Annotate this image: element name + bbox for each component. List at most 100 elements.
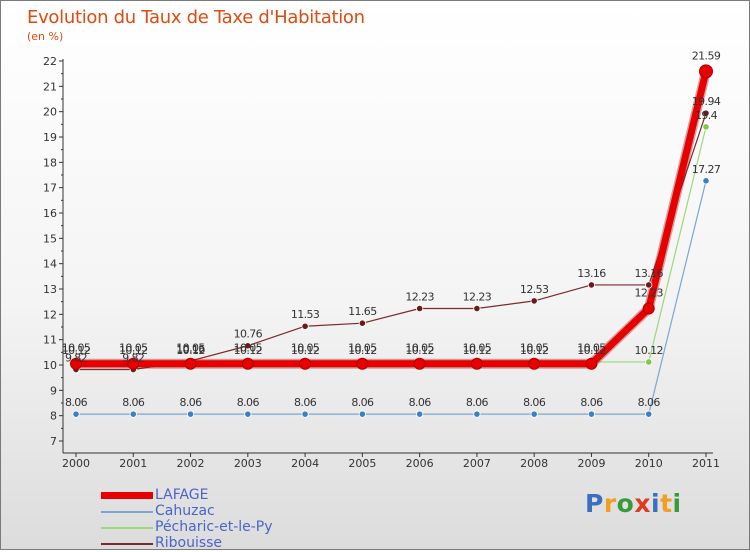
data-label-cahuzac: 8.06 <box>237 396 260 409</box>
data-point-ribouisse <box>473 304 481 313</box>
y-tick-label: 8 <box>50 410 57 423</box>
data-label-cahuzac: 8.06 <box>523 396 546 409</box>
y-tick-label: 7 <box>50 435 57 448</box>
series-lines <box>71 66 711 415</box>
x-tick-label: 2010 <box>635 457 663 470</box>
data-point-p-charic-et-le-py <box>702 123 710 131</box>
data-point-ribouisse <box>358 319 366 327</box>
legend-swatch-pecharic <box>101 527 153 529</box>
data-label-ribouisse: 12.23 <box>463 291 492 304</box>
y-tick-label: 10 <box>43 359 57 372</box>
data-label-p-charic-et-le-py: 10.12 <box>62 344 91 357</box>
data-point-ribouisse <box>244 342 252 350</box>
data-point-ribouisse <box>587 281 596 289</box>
y-tick-label: 18 <box>43 156 57 169</box>
data-label-lafage: 10.05 <box>405 342 434 355</box>
data-label-cahuzac: 8.06 <box>466 396 489 409</box>
data-label-ribouisse: 11.65 <box>348 305 377 318</box>
proxiti-logo: Proxiti <box>585 489 682 518</box>
data-label-p-charic-et-le-py: 10.12 <box>520 344 549 357</box>
legend-label: Cahuzac <box>155 503 215 519</box>
data-point-lafage <box>642 302 655 315</box>
y-tick-label: 9 <box>50 384 57 397</box>
y-tick-label: 13 <box>43 283 57 296</box>
x-tick-label: 2007 <box>463 457 491 470</box>
y-tick-label: 19 <box>43 131 57 144</box>
data-point-lafage <box>585 357 598 370</box>
series-line-ribouisse <box>76 112 707 371</box>
legend-swatch-cahuzac <box>101 511 153 513</box>
x-tick-label: 2002 <box>177 457 205 470</box>
data-label-p-charic-et-le-py: 10.12 <box>291 344 320 357</box>
data-point-lafage <box>356 357 369 370</box>
data-label-cahuzac: 8.06 <box>580 396 603 409</box>
series-shadow-lafage <box>71 66 711 369</box>
data-label-cahuzac: 8.06 <box>179 396 202 409</box>
data-label-lafage: 21.59 <box>692 49 721 62</box>
series-line-cahuzac <box>76 180 707 415</box>
data-point-lafage <box>528 357 541 370</box>
legend-swatch-lafage <box>101 492 153 499</box>
data-label-lafage: 10.05 <box>176 342 205 355</box>
data-label-lafage: 10.05 <box>291 342 320 355</box>
data-label-cahuzac: 8.06 <box>409 396 432 409</box>
y-tick-label: 15 <box>43 232 57 245</box>
data-label-p-charic-et-le-py: 10.12 <box>119 344 148 357</box>
data-label-ribouisse: 12.53 <box>520 283 549 296</box>
data-point-cahuzac <box>702 177 710 185</box>
data-point-cahuzac <box>473 410 481 418</box>
data-label-p-charic-et-le-py: 19.4 <box>695 109 718 122</box>
data-label-cahuzac: 8.06 <box>638 396 661 409</box>
data-label-ribouisse: 13.16 <box>577 267 606 280</box>
data-label-cahuzac: 17.27 <box>692 163 721 176</box>
series-line-lafage <box>76 70 710 368</box>
x-tick-label: 2009 <box>577 457 605 470</box>
data-point-cahuzac <box>72 410 80 418</box>
x-tick-label: 2011 <box>692 457 720 470</box>
data-label-ribouisse: 11.53 <box>291 308 320 321</box>
data-label-p-charic-et-le-py: 10.12 <box>463 344 492 357</box>
data-label-lafage: 12.23 <box>634 287 663 300</box>
chart-title: Evolution du Taux de Taxe d'Habitation <box>27 7 365 28</box>
y-tick-label: 12 <box>43 308 57 321</box>
data-label-p-charic-et-le-py: 10.12 <box>348 344 377 357</box>
data-label-ribouisse: 19.94 <box>692 95 721 108</box>
data-point-cahuzac <box>358 410 366 418</box>
chart-axes: 7 8 9 10 11 12 13 14 15 16 17 18 19 20 21 22 2000 2001 200… <box>43 55 720 470</box>
data-point-lafage <box>127 357 140 370</box>
x-tick-label: 2008 <box>520 457 548 470</box>
data-point-lafage <box>184 357 197 370</box>
data-label-cahuzac: 8.06 <box>65 396 88 409</box>
x-tick-label: 2006 <box>406 457 434 470</box>
data-point-ribouisse <box>301 322 309 330</box>
x-tick-label: 2005 <box>348 457 376 470</box>
legend-label: LAFAGE <box>155 487 209 503</box>
data-point-cahuzac <box>186 410 195 418</box>
data-label-ribouisse: 13.16 <box>634 267 663 280</box>
data-point-cahuzac <box>645 410 653 418</box>
data-point-ribouisse <box>702 109 710 117</box>
data-label-lafage: 10.05 <box>520 342 549 355</box>
data-label-p-charic-et-le-py: 10.12 <box>176 344 205 357</box>
data-label-ribouisse: 9.82 <box>65 352 87 365</box>
data-label-p-charic-et-le-py: 10.12 <box>234 344 263 357</box>
x-tick-label: 2003 <box>234 457 262 470</box>
data-point-lafage <box>470 357 483 370</box>
data-label-ribouisse: 10.76 <box>234 328 263 341</box>
data-point-lafage <box>699 64 713 79</box>
data-point-ribouisse <box>530 297 538 305</box>
chart-subtitle: (en %) <box>27 30 64 43</box>
x-tick-label: 2000 <box>62 457 90 470</box>
x-tick-label: 2001 <box>119 457 147 470</box>
data-point-lafage <box>299 357 312 370</box>
data-label-ribouisse: 9.82 <box>122 352 144 365</box>
series-labels: 9.82 9.82 10.16 10.76 11.53 11.65 12.23 12.23 12… <box>62 49 722 409</box>
data-point-cahuzac <box>301 410 309 418</box>
data-point-cahuzac <box>530 410 538 418</box>
data-label-p-charic-et-le-py: 10.12 <box>577 344 606 357</box>
data-label-p-charic-et-le-py: 10.12 <box>405 344 434 357</box>
y-tick-label: 21 <box>43 80 57 93</box>
data-label-ribouisse: 10.16 <box>176 343 205 356</box>
